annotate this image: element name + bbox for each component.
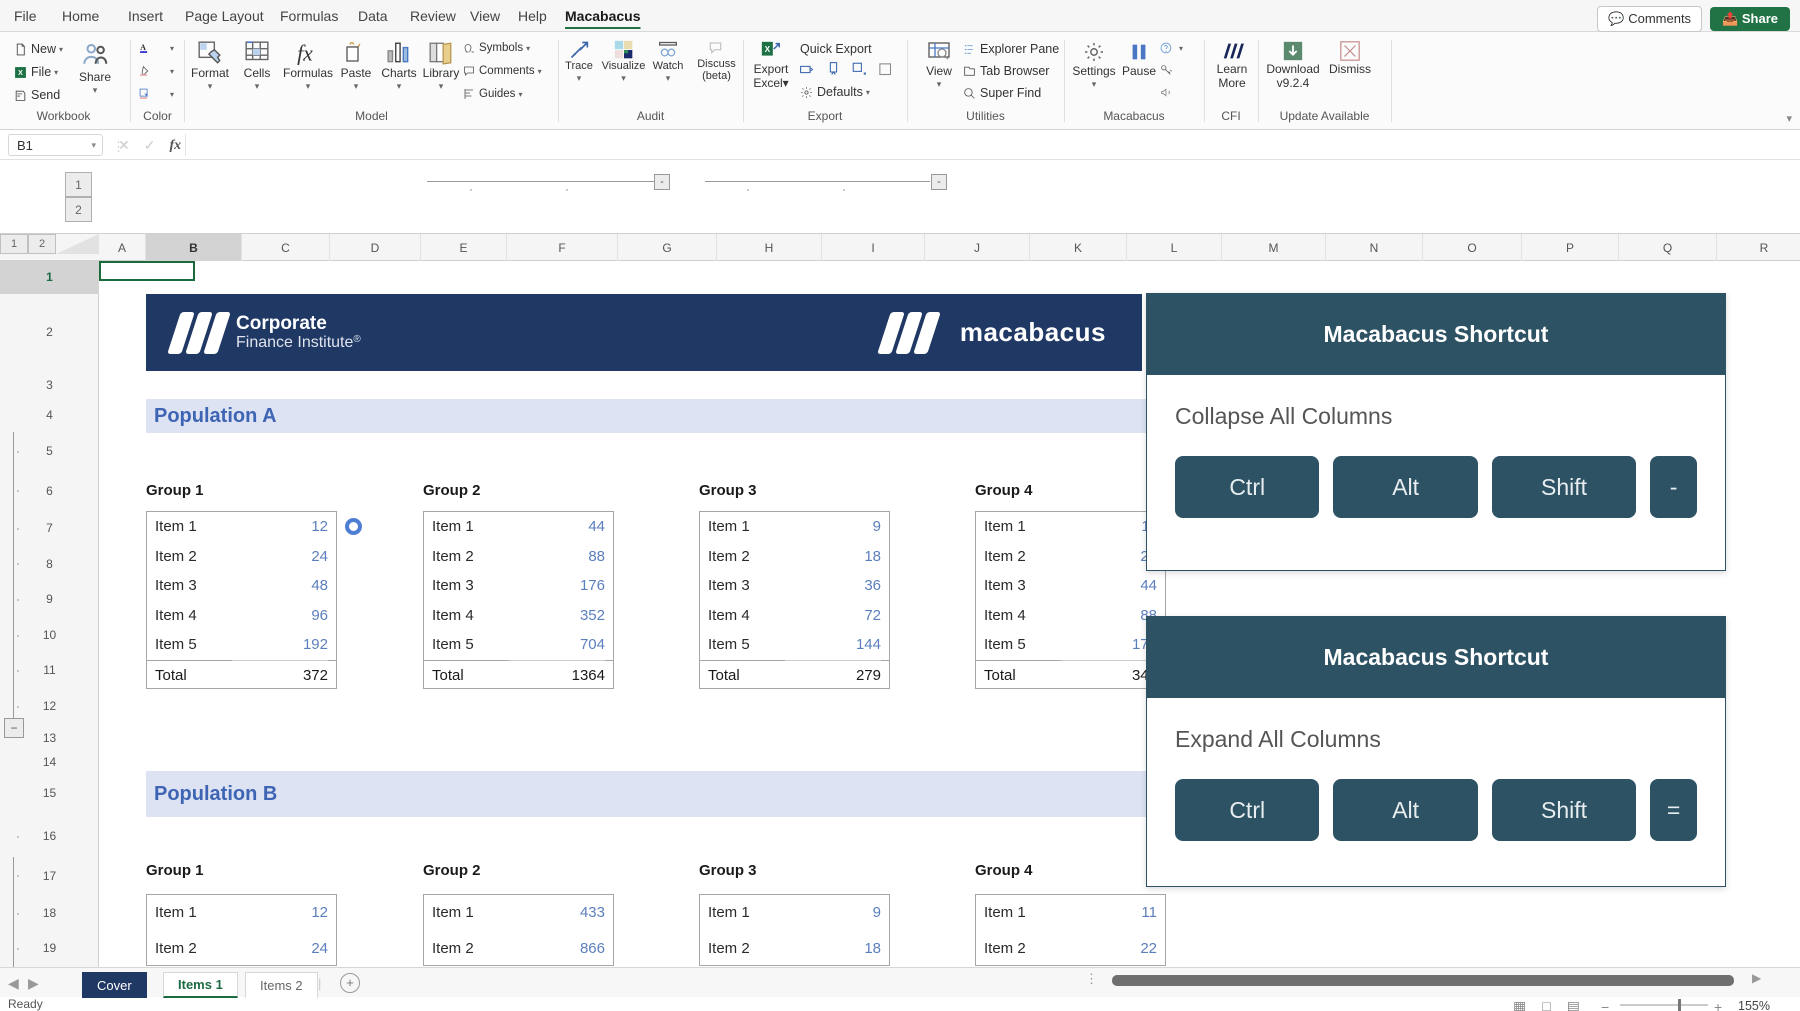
svg-text:X: X <box>18 70 23 77</box>
svg-text:fx: fx <box>297 42 313 66</box>
svg-text:A: A <box>140 43 146 52</box>
svg-text:X: X <box>765 45 771 54</box>
